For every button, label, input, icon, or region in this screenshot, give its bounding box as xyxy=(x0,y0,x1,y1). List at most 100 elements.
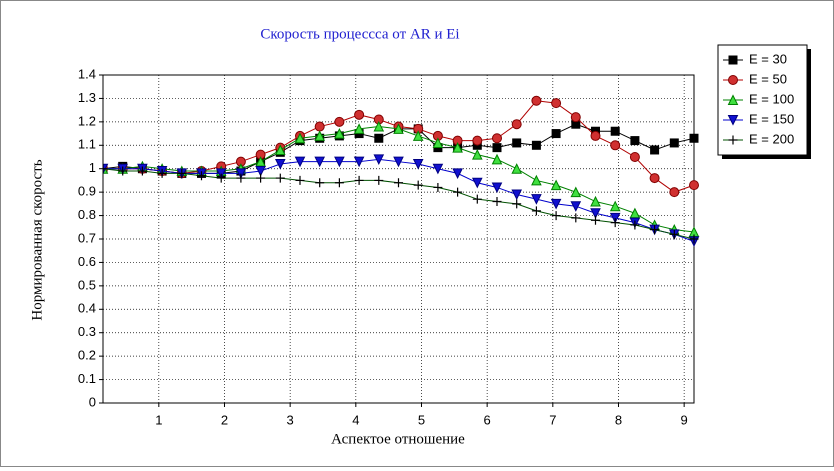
marker xyxy=(570,112,581,123)
marker xyxy=(452,168,463,180)
x-tick-label: 9 xyxy=(681,412,688,427)
marker xyxy=(512,138,522,148)
x-tick-label: 6 xyxy=(484,412,491,427)
marker xyxy=(649,173,660,184)
x-tick-label: 4 xyxy=(352,412,359,427)
y-tick-label: 1.4 xyxy=(78,66,96,81)
marker xyxy=(472,135,483,146)
marker xyxy=(472,194,482,204)
marker xyxy=(236,173,246,183)
marker xyxy=(412,159,424,170)
marker xyxy=(728,135,738,145)
x-tick-label: 7 xyxy=(549,412,556,427)
marker xyxy=(630,136,640,146)
marker xyxy=(609,212,621,224)
marker xyxy=(491,153,503,165)
marker xyxy=(314,130,326,141)
marker xyxy=(512,199,522,209)
marker xyxy=(354,109,365,120)
marker xyxy=(177,168,187,178)
legend-label: E = 50 xyxy=(749,71,787,86)
marker xyxy=(294,132,306,144)
x-tick-label: 5 xyxy=(418,412,425,427)
marker xyxy=(334,178,344,188)
y-tick-label: 1.3 xyxy=(78,90,96,105)
marker xyxy=(570,201,582,212)
marker xyxy=(531,194,542,205)
marker xyxy=(453,187,463,197)
x-axis-label: Аспектое отношение xyxy=(331,431,465,447)
marker xyxy=(374,133,384,143)
marker xyxy=(274,159,286,170)
marker xyxy=(629,152,640,162)
marker xyxy=(727,94,739,105)
marker xyxy=(609,200,621,212)
marker xyxy=(610,218,620,228)
marker xyxy=(550,179,562,191)
marker xyxy=(511,163,523,174)
marker xyxy=(215,168,227,180)
marker xyxy=(374,175,384,185)
chart-title: Скорость процессса от AR и Ei xyxy=(260,26,459,42)
y-axis-label: Нормированная скорость xyxy=(29,159,45,320)
marker xyxy=(610,140,621,151)
marker xyxy=(137,166,147,176)
marker xyxy=(650,225,660,235)
marker xyxy=(531,206,541,216)
marker xyxy=(491,182,503,194)
marker xyxy=(610,126,620,136)
marker xyxy=(669,138,679,148)
marker xyxy=(452,142,463,153)
marker xyxy=(590,130,601,141)
marker xyxy=(412,130,424,141)
legend-label: E = 200 xyxy=(749,131,794,146)
marker xyxy=(314,156,326,168)
marker xyxy=(295,175,305,185)
marker xyxy=(197,171,206,181)
marker xyxy=(413,180,423,190)
marker xyxy=(727,115,739,126)
marker xyxy=(511,189,523,201)
marker xyxy=(353,123,365,134)
legend-label: E = 150 xyxy=(749,111,794,126)
x-tick-label: 3 xyxy=(287,412,294,427)
y-tick-label: 0.2 xyxy=(78,348,96,363)
marker xyxy=(471,149,483,160)
marker xyxy=(315,178,325,188)
marker xyxy=(157,168,167,178)
marker xyxy=(334,156,345,168)
marker xyxy=(591,215,600,225)
x-tick-label: 8 xyxy=(615,412,622,427)
marker xyxy=(531,95,542,106)
marker xyxy=(492,143,502,153)
marker xyxy=(314,121,325,132)
marker xyxy=(689,133,699,143)
marker xyxy=(551,129,561,139)
marker xyxy=(373,154,385,165)
y-tick-label: 0.4 xyxy=(78,301,96,316)
marker xyxy=(531,140,541,150)
marker xyxy=(571,119,581,129)
marker xyxy=(492,133,502,144)
legend-label: E = 30 xyxy=(749,51,787,66)
marker xyxy=(471,177,483,189)
marker xyxy=(492,197,502,207)
marker xyxy=(103,164,108,174)
marker xyxy=(728,55,738,65)
y-tick-label: 1.2 xyxy=(78,113,96,128)
marker xyxy=(551,211,561,221)
marker xyxy=(590,208,601,219)
marker xyxy=(669,187,680,198)
marker xyxy=(689,180,699,191)
marker xyxy=(650,145,660,155)
marker xyxy=(393,123,404,134)
y-tick-label: 0 xyxy=(89,394,96,409)
marker xyxy=(511,119,522,130)
marker xyxy=(570,186,582,198)
marker xyxy=(118,166,128,176)
marker xyxy=(334,127,345,139)
marker xyxy=(216,173,226,183)
marker xyxy=(373,120,385,132)
y-tick-label: 0.7 xyxy=(78,230,96,245)
